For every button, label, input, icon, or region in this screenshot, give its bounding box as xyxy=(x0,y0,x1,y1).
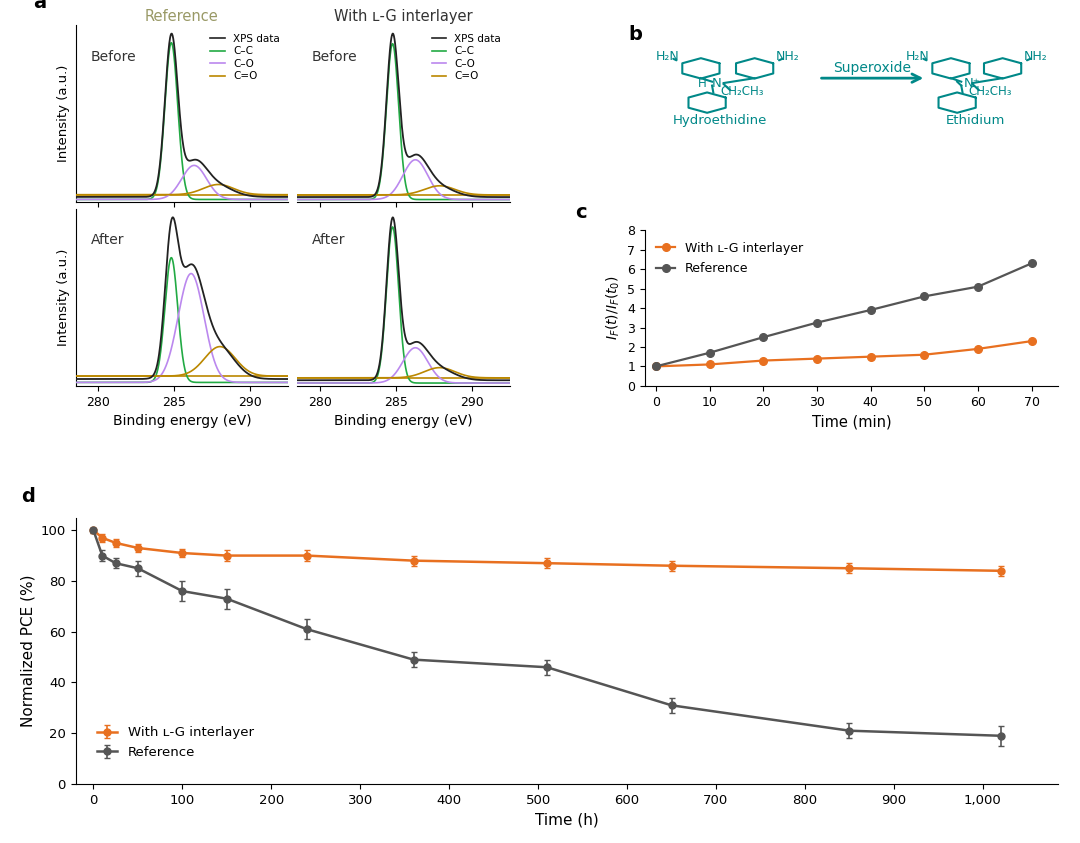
Text: CH₂CH₃: CH₂CH₃ xyxy=(720,85,764,99)
Y-axis label: $\mathit{I}_F(t)/\mathit{I}_F(t_0)$: $\mathit{I}_F(t)/\mathit{I}_F(t_0)$ xyxy=(605,276,622,341)
Title: Reference: Reference xyxy=(145,9,219,24)
With ʟ-G interlayer xyxy=(810,353,823,363)
Text: NH₂: NH₂ xyxy=(775,50,799,63)
Reference xyxy=(864,305,877,315)
Reference xyxy=(971,282,984,292)
Y-axis label: Intensity (a.u.): Intensity (a.u.) xyxy=(57,249,70,346)
With ʟ-G interlayer xyxy=(757,356,770,366)
Reference xyxy=(810,318,823,328)
Y-axis label: Normalized PCE (%): Normalized PCE (%) xyxy=(21,574,35,727)
Reference xyxy=(703,347,716,357)
Text: NH₂: NH₂ xyxy=(1024,50,1048,63)
Text: Before: Before xyxy=(91,50,136,63)
Text: After: After xyxy=(91,234,124,248)
Text: a: a xyxy=(33,0,46,12)
Reference xyxy=(1025,258,1038,268)
Text: Ethidium: Ethidium xyxy=(946,114,1005,126)
With ʟ-G interlayer xyxy=(649,362,662,372)
Legend: With ʟ-G interlayer, Reference: With ʟ-G interlayer, Reference xyxy=(92,721,259,764)
Text: d: d xyxy=(22,486,36,506)
Text: N⁺: N⁺ xyxy=(964,77,981,90)
Title: With ʟ-G interlayer: With ʟ-G interlayer xyxy=(334,9,473,24)
Line: With ʟ-G interlayer: With ʟ-G interlayer xyxy=(652,337,1036,370)
With ʟ-G interlayer xyxy=(918,350,931,360)
With ʟ-G interlayer xyxy=(703,359,716,369)
Text: After: After xyxy=(312,234,346,248)
Legend: XPS data, C–C, C–O, C=O: XPS data, C–C, C–O, C=O xyxy=(429,30,504,84)
Legend: With ʟ-G interlayer, Reference: With ʟ-G interlayer, Reference xyxy=(651,237,808,280)
Line: Reference: Reference xyxy=(652,260,1036,370)
With ʟ-G interlayer xyxy=(1025,336,1038,346)
Text: CH₂CH₃: CH₂CH₃ xyxy=(969,85,1012,99)
Y-axis label: Intensity (a.u.): Intensity (a.u.) xyxy=(57,65,70,163)
Legend: XPS data, C–C, C–O, C=O: XPS data, C–C, C–O, C=O xyxy=(207,30,283,84)
X-axis label: Time (h): Time (h) xyxy=(535,813,599,827)
Text: c: c xyxy=(575,203,586,222)
Text: Superoxide: Superoxide xyxy=(834,62,912,75)
X-axis label: Time (min): Time (min) xyxy=(812,414,892,429)
X-axis label: Binding energy (eV): Binding energy (eV) xyxy=(334,414,473,428)
Text: Before: Before xyxy=(312,50,357,63)
Text: b: b xyxy=(629,25,643,45)
Text: H₂N: H₂N xyxy=(656,50,679,63)
With ʟ-G interlayer xyxy=(864,352,877,362)
Reference xyxy=(649,362,662,372)
Text: Hydroethidine: Hydroethidine xyxy=(673,114,767,126)
With ʟ-G interlayer xyxy=(971,344,984,354)
Reference xyxy=(757,332,770,342)
Text: N: N xyxy=(712,77,721,90)
X-axis label: Binding energy (eV): Binding energy (eV) xyxy=(112,414,252,428)
Text: H: H xyxy=(698,77,706,90)
Text: H₂N: H₂N xyxy=(906,50,930,63)
Reference xyxy=(918,292,931,302)
